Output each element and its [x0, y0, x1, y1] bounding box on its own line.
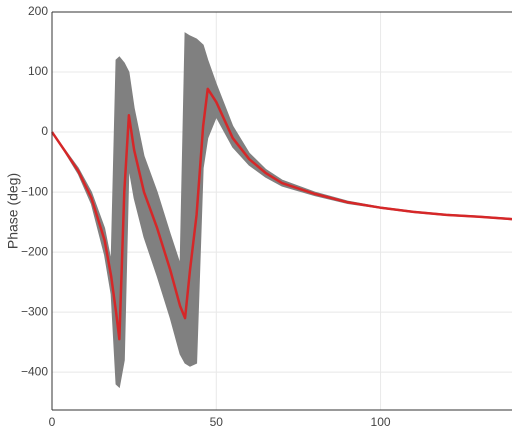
y-tick-label: 200 [28, 4, 48, 18]
y-tick-label: 0 [41, 124, 48, 138]
y-tick-label: −300 [21, 304, 48, 318]
y-axis-label: Phase (deg) [5, 173, 21, 249]
y-tick-label: 100 [28, 64, 48, 78]
x-tick-label: 50 [210, 415, 224, 429]
uncertainty-band [51, 32, 512, 389]
x-tick-label: 100 [371, 415, 391, 429]
line [50, 87, 512, 341]
y-tick-label: −200 [21, 244, 48, 258]
x-tick-label: 0 [49, 415, 56, 429]
y-tick-label: −100 [21, 184, 48, 198]
y-tick-label: −400 [21, 364, 48, 378]
